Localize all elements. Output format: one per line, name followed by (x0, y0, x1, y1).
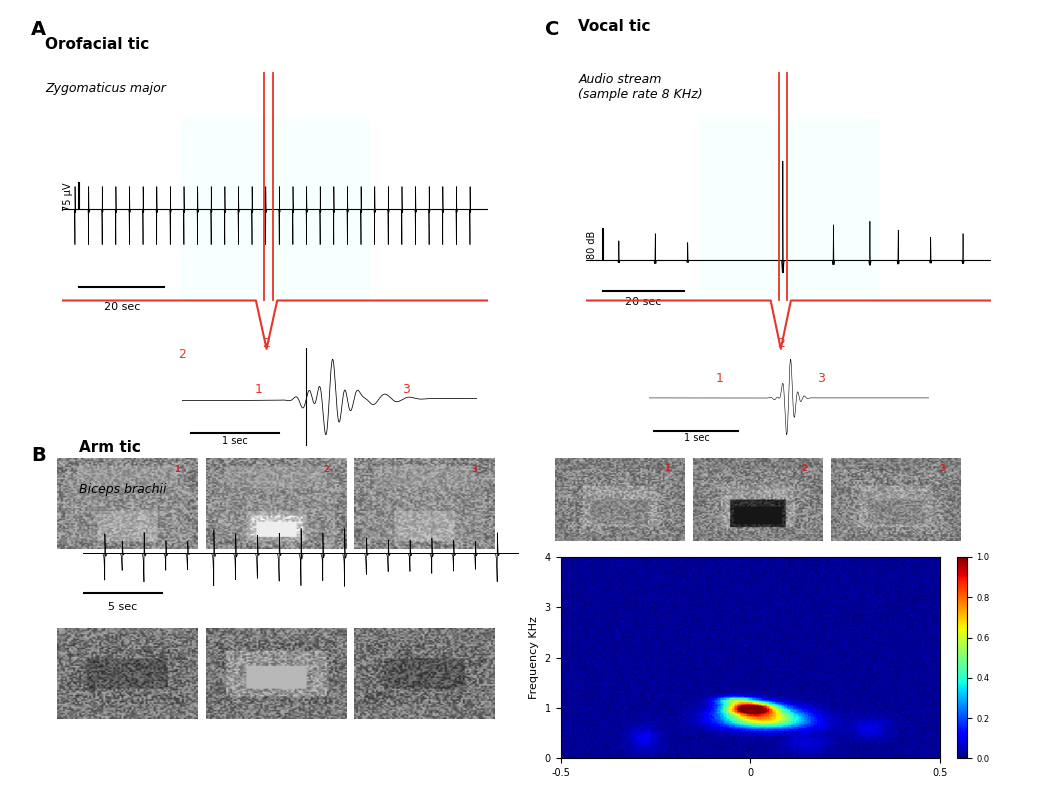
Text: 1: 1 (254, 382, 263, 396)
Text: 3: 3 (939, 464, 946, 473)
Text: 3: 3 (817, 372, 825, 385)
Text: 2: 2 (776, 337, 785, 351)
Text: 1 sec: 1 sec (222, 435, 248, 446)
Text: 2: 2 (801, 464, 808, 473)
Text: 2: 2 (323, 465, 329, 473)
Text: 1: 1 (174, 465, 181, 473)
Text: 75 μV: 75 μV (63, 182, 73, 211)
Text: C: C (545, 20, 559, 39)
Text: Audio stream
(sample rate 8 KHz): Audio stream (sample rate 8 KHz) (578, 73, 703, 101)
Bar (182, 118, 368, 300)
Text: 20 sec: 20 sec (625, 297, 661, 307)
Text: 2: 2 (263, 337, 271, 351)
Text: 1 sec: 1 sec (683, 433, 709, 443)
Text: 3: 3 (403, 382, 410, 396)
Text: Zygomaticus major: Zygomaticus major (46, 82, 166, 95)
Text: 2: 2 (177, 348, 186, 361)
Text: A: A (31, 20, 47, 39)
Text: Biceps brachii: Biceps brachii (79, 483, 166, 495)
Text: 20 sec: 20 sec (104, 302, 140, 312)
Text: 3: 3 (471, 465, 477, 473)
Text: Vocal tic: Vocal tic (578, 19, 651, 33)
Y-axis label: Frequency KHz: Frequency KHz (529, 616, 539, 699)
Text: 1: 1 (663, 464, 670, 473)
Text: 80 dB: 80 dB (586, 231, 597, 259)
Bar (700, 118, 878, 295)
Text: 1: 1 (716, 372, 723, 385)
Text: B: B (31, 446, 46, 465)
Text: 5 sec: 5 sec (108, 603, 137, 612)
Text: Arm tic: Arm tic (79, 440, 140, 455)
Text: Orofacial tic: Orofacial tic (46, 36, 149, 51)
